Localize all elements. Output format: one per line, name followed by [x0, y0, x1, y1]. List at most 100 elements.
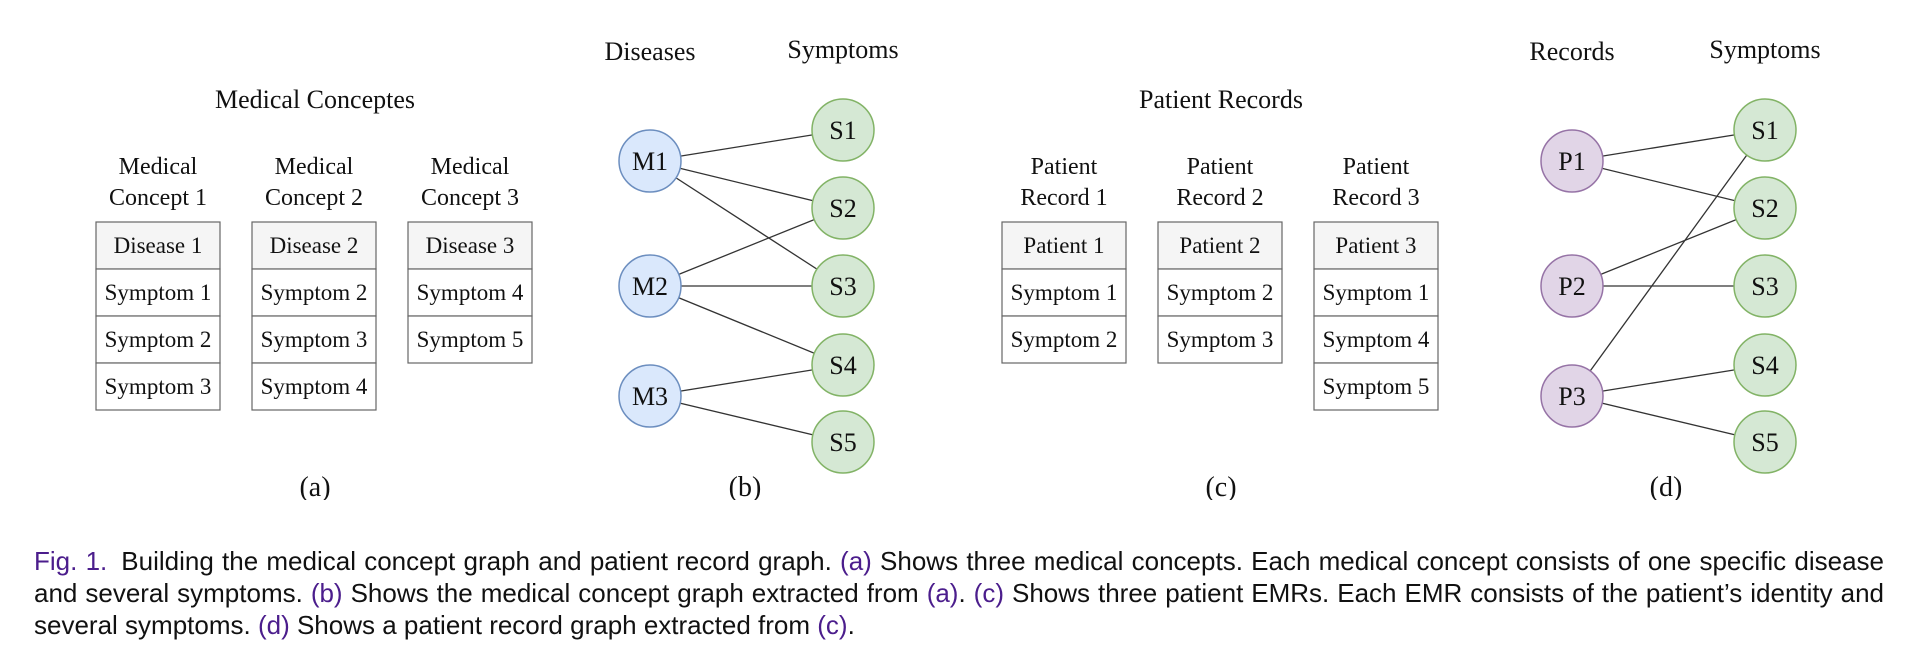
panel-d-label: (d) — [1650, 472, 1683, 500]
node-s3: S3 — [1733, 254, 1797, 318]
concept-table-head-cell-text: Disease 3 — [426, 233, 515, 258]
concept-table-column-header: Concept 1 — [109, 185, 207, 211]
figure-caption: Fig. 1. Building the medical concept grap… — [34, 545, 1884, 641]
record-table-head-cell — [1313, 221, 1439, 270]
caption-text: Shows a patient record graph extracted f… — [289, 610, 818, 640]
panel-a-medical-concepts: Medical Conceptes Medical Concept 1 Diseas… — [95, 85, 533, 500]
node-p2: P2 — [1540, 254, 1604, 318]
node-label: S4 — [1751, 351, 1778, 380]
caption-panel-reference: (c) — [973, 578, 1004, 608]
caption-text: Shows the medical concept graph extracte… — [342, 578, 927, 608]
node-s1: S1 — [811, 98, 875, 162]
node-s4: S4 — [1733, 333, 1797, 397]
record-table-cell — [1157, 315, 1283, 364]
node-label: M3 — [632, 382, 668, 411]
caption-body: Building the medical concept graph and p… — [34, 546, 1884, 640]
caption-text: Shows three medical concepts. Each medic… — [34, 546, 1884, 608]
panel-b-left-title: Diseases — [605, 37, 696, 66]
node-circle — [811, 410, 875, 474]
node-label: S2 — [829, 194, 856, 223]
panel-a-title: Medical Conceptes — [215, 85, 415, 114]
record-table-column-header: Patient — [1031, 154, 1098, 180]
edge-p2-s2 — [1571, 207, 1766, 287]
record-table-cell-text: Symptom 5 — [1323, 374, 1430, 399]
caption-panel-reference: (a) — [840, 546, 872, 576]
concept-table-head-cell — [95, 221, 221, 270]
figure: Medical Conceptes Medical Concept 1 Diseas… — [95, 35, 1821, 500]
panel-d-right-title: Symptoms — [1709, 35, 1820, 64]
record-table-cell — [1313, 315, 1439, 364]
edge-m2-s4 — [649, 285, 844, 366]
node-m1: M1 — [618, 129, 682, 193]
record-table-cell — [1001, 315, 1127, 364]
node-m3: M3 — [618, 364, 682, 428]
node-circle — [1733, 333, 1797, 397]
record-table-head-cell — [1001, 221, 1127, 270]
node-circle — [1540, 364, 1604, 428]
node-label: M2 — [632, 272, 668, 301]
concept-table-column-header: Medical — [431, 154, 510, 180]
node-s2: S2 — [811, 176, 875, 240]
node-circle — [1540, 254, 1604, 318]
record-table-column-header: Record 1 — [1020, 185, 1107, 211]
record-table-cell-text: Symptom 1 — [1011, 280, 1118, 305]
caption-text: Shows three patient EMRs. Each EMR consi… — [34, 578, 1884, 640]
edge-p3-s1 — [1571, 129, 1766, 397]
caption-panel-reference: (a) — [926, 578, 959, 608]
node-label: S5 — [1751, 428, 1778, 457]
panel-c-patient-records: Patient Records Patient Record 1 Patient 1… — [1001, 85, 1439, 500]
concept-table-cell-text: Symptom 3 — [105, 374, 212, 399]
record-table-column-header: Record 2 — [1176, 185, 1263, 211]
edge-p1-s1 — [1571, 129, 1766, 162]
caption-panel-reference: (d) — [257, 610, 290, 640]
node-label: S3 — [829, 272, 856, 301]
node-circle — [811, 98, 875, 162]
record-table-cell-text: Symptom 2 — [1011, 327, 1118, 352]
concept-table-cell — [95, 315, 221, 364]
record-table-column-header: Patient — [1187, 154, 1254, 180]
edge-m1-s3 — [649, 160, 844, 287]
node-label: S5 — [829, 428, 856, 457]
node-circle — [811, 176, 875, 240]
record-table-column-header: Record 3 — [1332, 185, 1419, 211]
node-circle — [811, 333, 875, 397]
caption-figure-number: Fig. 1. — [34, 546, 108, 576]
node-circle — [811, 254, 875, 318]
panel-b-right-title: Symptoms — [787, 35, 898, 64]
record-table-column-header: Patient — [1343, 154, 1410, 180]
node-label: M1 — [632, 147, 668, 176]
record-table-cell-text: Symptom 1 — [1323, 280, 1430, 305]
record-table-cell — [1313, 268, 1439, 317]
node-label: P3 — [1558, 382, 1585, 411]
concept-table-column-header: Concept 3 — [421, 185, 519, 211]
concept-table-cell — [95, 362, 221, 411]
node-p3: P3 — [1540, 364, 1604, 428]
concept-table-cell-text: Symptom 4 — [417, 280, 524, 305]
node-label: P1 — [1558, 147, 1585, 176]
panel-b-label: (b) — [729, 472, 762, 500]
concept-table-cell-text: Symptom 5 — [417, 327, 524, 352]
caption-text: . — [958, 578, 974, 608]
caption-panel-reference: (b) — [310, 578, 343, 608]
panel-d-patient-record-graph: Records Symptoms P1 P2 P3 S1 S2 S3 S4 S5 (d) — [1529, 35, 1820, 500]
caption-text: Building the medical concept graph and p… — [121, 546, 841, 576]
node-circle — [1733, 410, 1797, 474]
concept-table-cell-text: Symptom 1 — [105, 280, 212, 305]
node-circle — [1733, 98, 1797, 162]
node-circle — [1540, 129, 1604, 193]
concept-table-cell — [251, 362, 377, 411]
caption-text: . — [847, 610, 855, 640]
edge-m3-s4 — [649, 364, 844, 397]
node-s1: S1 — [1733, 98, 1797, 162]
panel-a-label: (a) — [299, 472, 330, 500]
panel-b-medical-concept-graph: Diseases Symptoms M1 M2 M3 S1 S2 S3 S4 S5 (b) — [605, 35, 899, 500]
record-table-cell — [1157, 268, 1283, 317]
concept-table-column-header: Concept 2 — [265, 185, 363, 211]
edge-m2-s2 — [649, 207, 844, 287]
edge-p1-s2 — [1571, 160, 1766, 209]
edge-m1-s2 — [649, 160, 844, 209]
node-label: S1 — [1751, 116, 1778, 145]
node-label: S1 — [829, 116, 856, 145]
record-table-head-cell — [1157, 221, 1283, 270]
panel-c-label: (c) — [1205, 472, 1236, 500]
